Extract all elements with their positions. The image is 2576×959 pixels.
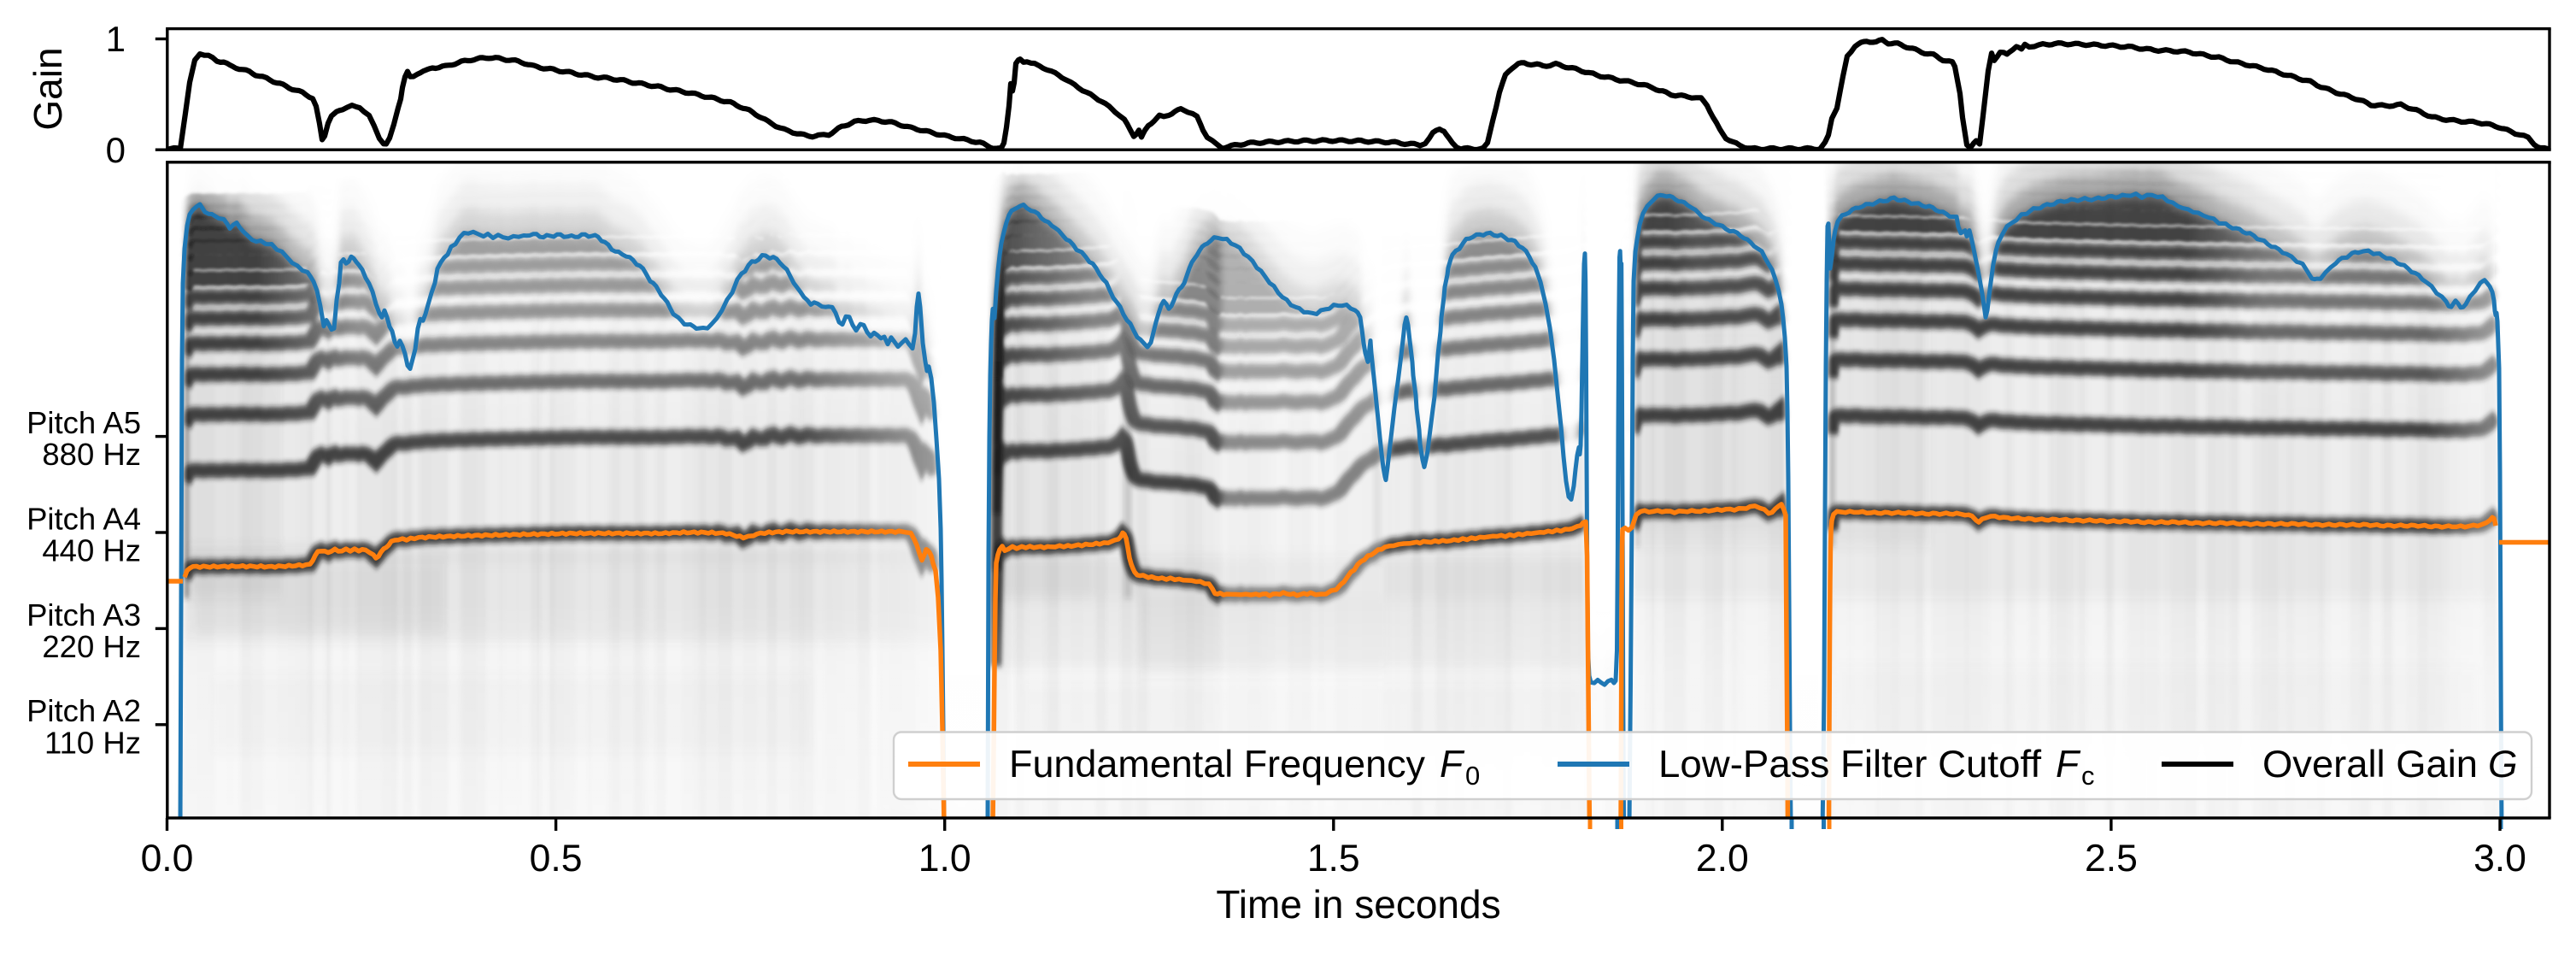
svg-text:Pitch A4: Pitch A4 — [26, 501, 141, 536]
svg-text:0.5: 0.5 — [530, 838, 583, 880]
svg-text:0: 0 — [1465, 761, 1480, 791]
svg-text:2.0: 2.0 — [1696, 838, 1749, 880]
svg-text:Time in seconds: Time in seconds — [1216, 882, 1500, 927]
svg-text:Fundamental Frequency: Fundamental Frequency — [1009, 744, 1426, 785]
svg-text:Pitch A2: Pitch A2 — [26, 693, 141, 728]
svg-text:110 Hz: 110 Hz — [44, 725, 141, 760]
svg-text:2.5: 2.5 — [2085, 838, 2138, 880]
svg-text:Pitch A3: Pitch A3 — [26, 597, 141, 632]
svg-text:3.0: 3.0 — [2473, 838, 2526, 880]
svg-text:Overall Gain: Overall Gain — [2262, 744, 2478, 785]
svg-text:0: 0 — [106, 130, 126, 170]
svg-text:Low-Pass Filter Cutoff: Low-Pass Filter Cutoff — [1658, 744, 2042, 785]
svg-text:1.0: 1.0 — [918, 838, 971, 880]
svg-text:1.5: 1.5 — [1307, 838, 1360, 880]
svg-text:220 Hz: 220 Hz — [42, 629, 141, 664]
svg-text:880 Hz: 880 Hz — [42, 437, 141, 472]
svg-text:0.0: 0.0 — [141, 838, 194, 880]
svg-text:c: c — [2081, 761, 2095, 791]
svg-text:F: F — [2056, 744, 2081, 785]
svg-text:1: 1 — [106, 19, 126, 59]
svg-text:G: G — [2488, 744, 2518, 785]
svg-text:F: F — [1440, 744, 1465, 785]
svg-text:Gain: Gain — [26, 47, 70, 130]
svg-text:Pitch A5: Pitch A5 — [26, 405, 141, 440]
svg-text:440 Hz: 440 Hz — [42, 533, 141, 568]
